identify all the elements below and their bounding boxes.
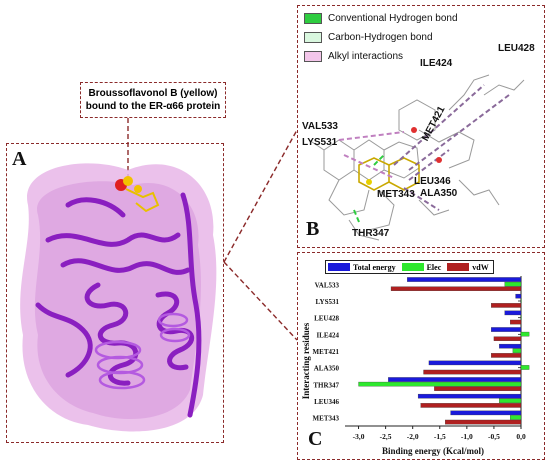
panel-b-frame (297, 5, 545, 248)
x-tick-label: -2,5 (380, 432, 392, 441)
x-tick-label: -1,5 (434, 432, 446, 441)
bar-elec (512, 348, 522, 354)
chart-legend: Total energy Elec vdW (325, 260, 494, 274)
legend-chbond-label: Carbon-Hydrogen bond (328, 32, 433, 43)
legend-total-energy-label: Total energy (353, 262, 396, 272)
residue-leu428: LEU428 (498, 43, 535, 54)
bar-total-energy (499, 343, 522, 349)
bar-elec (520, 315, 522, 320)
bar-vdw (510, 319, 522, 325)
bar-total-energy (417, 393, 522, 399)
residue-ile424: ILE424 (420, 58, 453, 69)
legend-vdw-label: vdW (472, 262, 489, 272)
y-category-label: LYS531 (316, 298, 340, 306)
bar-elec (510, 415, 522, 420)
bar-vdw (491, 353, 522, 358)
panel-c-frame (297, 252, 545, 460)
bar-elec (520, 365, 530, 370)
x-tick-label: -0,5 (488, 432, 500, 441)
panel-b-label: B (306, 218, 320, 240)
callout-line-1: Broussoflavonol B (yellow) (88, 88, 218, 99)
legend-elec-swatch (401, 263, 424, 271)
binding-site-illustration (308, 74, 525, 241)
bar-vdw (420, 403, 522, 408)
residue-thr347: THR347 (352, 228, 390, 239)
y-category-label: MET421 (313, 348, 340, 356)
legend-total-energy-swatch (328, 263, 350, 271)
bar-vdw (491, 303, 522, 308)
bar-total-energy (450, 410, 522, 416)
y-category-label: LEU428 (314, 315, 339, 323)
y-category-label: THR347 (313, 381, 339, 389)
bar-vdw (445, 419, 522, 425)
y-axis-title: Interacting residues (301, 322, 311, 399)
legend-total-energy: Total energy (326, 261, 400, 273)
bar-vdw (423, 369, 522, 375)
protein-structure-illustration (20, 163, 217, 432)
callout-line-2: bound to the ER-α66 protein (85, 101, 221, 112)
y-category-label: VAL533 (315, 281, 340, 289)
interaction-legend: Conventional Hydrogen bond Carbon-Hydrog… (304, 13, 458, 62)
residue-val533: VAL533 (302, 121, 338, 132)
legend-vdw: vdW (445, 261, 492, 273)
x-tick-label: -3,0 (353, 432, 365, 441)
bar-total-energy (491, 327, 522, 332)
bar-total-energy (504, 310, 522, 316)
bar-elec (520, 331, 530, 337)
panel-a-frame (6, 143, 224, 443)
ligand-callout: Broussoflavonol B (yellow) bound to the … (80, 82, 226, 118)
residue-leu346: LEU346 (414, 176, 451, 187)
residue-lys531: LYS531 (302, 137, 338, 148)
bar-elec (499, 398, 522, 404)
legend-hbond-label: Conventional Hydrogen bond (328, 13, 458, 24)
bar-vdw (493, 336, 522, 341)
legend-elec: Elec (400, 261, 446, 273)
y-category-label: ALA350 (314, 365, 340, 373)
bar-elec (358, 381, 522, 387)
bar-total-energy (515, 293, 522, 299)
bar-elec (520, 298, 522, 304)
x-tick-label: 0,0 (516, 432, 526, 441)
bar-total-energy (407, 277, 522, 282)
legend-elec-label: Elec (426, 262, 442, 272)
legend-hbond-swatch (304, 13, 322, 24)
legend-alkyl: Alkyl interactions (304, 51, 458, 62)
bar-vdw (434, 386, 522, 391)
bar-total-energy (388, 377, 522, 382)
residue-met343: MET343 (377, 189, 415, 200)
y-category-label: ILE424 (316, 331, 339, 339)
legend-alkyl-swatch (304, 51, 322, 62)
bar-elec (504, 281, 522, 287)
x-axis-title: Binding energy (Kcal/mol) (382, 446, 484, 456)
x-tick-label: -2,0 (407, 432, 419, 441)
y-category-label: LEU346 (314, 398, 339, 406)
legend-chbond-swatch (304, 32, 322, 43)
legend-alkyl-label: Alkyl interactions (328, 51, 404, 62)
binding-energy-chart: -3,0 -2,5 -2,0 -1,5 -1,0 -0,5 0,0 VAL533 LYS531 L… (301, 276, 530, 456)
panel-a-label: A (12, 148, 27, 170)
legend-vdw-swatch (447, 263, 470, 271)
bar-vdw (390, 286, 522, 291)
bar-total-energy (428, 360, 522, 366)
y-category-label: MET343 (313, 415, 340, 423)
residue-ala350: ALA350 (420, 188, 458, 199)
legend-hbond: Conventional Hydrogen bond (304, 13, 458, 24)
x-tick-label: -1,0 (461, 432, 473, 441)
legend-chbond: Carbon-Hydrogen bond (304, 32, 458, 43)
panel-c-label: C (308, 428, 323, 450)
